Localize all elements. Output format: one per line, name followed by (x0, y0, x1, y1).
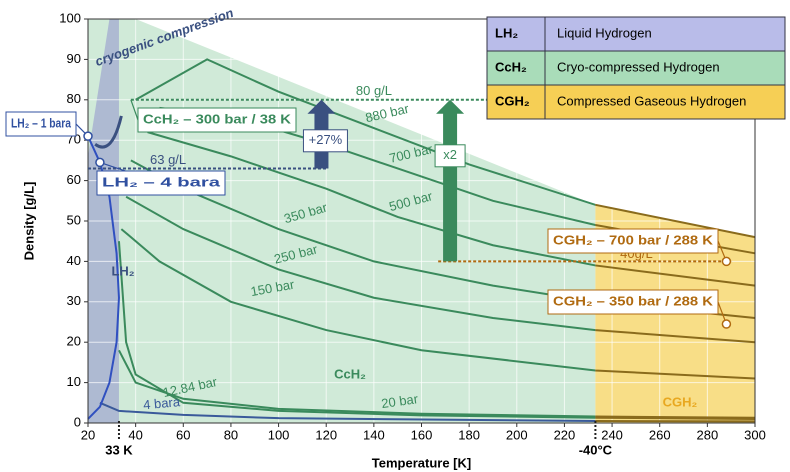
y-axis-label: Density [g/L] (21, 182, 36, 261)
marker-label: 33 K (105, 442, 133, 457)
y-tick-label: 40 (67, 253, 81, 268)
series-label: 4 bara (143, 394, 182, 412)
legend-swatch (486, 84, 786, 120)
x-tick-label: 20 (81, 427, 95, 442)
annotation-label: CGH₂ – 700 bar / 288 K (553, 232, 714, 247)
x-tick-label: 100 (268, 427, 290, 442)
series-line (135, 58, 596, 206)
series-line (117, 241, 596, 419)
region-label: LH₂ (111, 263, 134, 278)
legend-name: LH₂ (495, 25, 518, 40)
legend-description: Cryo-compressed Hydrogen (557, 59, 720, 74)
y-tick-label: 0 (74, 414, 81, 429)
y-tick-label: 100 (59, 10, 81, 25)
annotation-label: CGH₂ – 350 bar / 288 K (553, 293, 714, 308)
legend-name: CGH₂ (495, 93, 530, 108)
x-tick-label: 260 (649, 427, 671, 442)
series-label: 20 bar (380, 391, 419, 411)
marker-label: -40°C (579, 442, 613, 457)
y-tick-label: 90 (67, 51, 81, 66)
x-tick-label: 120 (315, 427, 337, 442)
y-tick-label: 80 (67, 91, 81, 106)
x-tick-label: 240 (601, 427, 623, 442)
y-tick-label: 50 (67, 212, 81, 227)
plot-frame (87, 18, 756, 424)
x-tick-label: 80 (224, 427, 238, 442)
annotation-point (83, 131, 93, 141)
legend-description: Compressed Gaseous Hydrogen (557, 93, 746, 108)
series-line (147, 131, 596, 267)
x-axis-label: Temperature [K] (372, 455, 471, 470)
annotation-point (721, 319, 732, 329)
series-line (595, 419, 756, 423)
annotation-box (547, 228, 719, 254)
annotation-box (5, 111, 77, 137)
series-line (120, 228, 596, 372)
x-tick-label: 160 (411, 427, 433, 442)
annotation-box (96, 170, 226, 196)
x-tick-label: 200 (506, 427, 528, 442)
legend-name: CcH₂ (495, 59, 527, 74)
annotation-label: LH₂ – 4 bara (102, 174, 221, 189)
annotation-box (137, 107, 297, 133)
annotation-box (547, 289, 719, 315)
annotation-label: LH₂ – 1 bara (11, 115, 72, 130)
annotation-label: CcH₂ – 300 bar / 38 K (143, 111, 292, 126)
reference-label: 63 g/L (150, 152, 186, 167)
x-tick-label: 280 (697, 427, 719, 442)
x-tick-label: 60 (176, 427, 190, 442)
region-label: CcH₂ (334, 366, 366, 381)
annotation-point (721, 256, 732, 267)
x-tick-label: 300 (744, 427, 766, 442)
arrow-label: +27% (309, 132, 343, 147)
reference-label: 80 g/L (356, 83, 392, 98)
legend-description: Liquid Hydrogen (557, 25, 652, 40)
y-tick-label: 30 (67, 293, 81, 308)
arrow-box (434, 144, 466, 168)
x-tick-label: 220 (554, 427, 576, 442)
annotation-point (95, 157, 105, 168)
arrow-box (302, 129, 348, 153)
arrow (436, 99, 465, 262)
series-line (118, 349, 596, 418)
x-tick-label: 40 (128, 427, 142, 442)
x-tick-label: 180 (458, 427, 480, 442)
x-tick-label: 140 (363, 427, 385, 442)
note-arrow (94, 115, 123, 149)
series-line (99, 401, 596, 422)
y-tick-label: 20 (67, 334, 81, 349)
series-line (125, 195, 596, 332)
y-tick-label: 10 (67, 374, 81, 389)
region-label: CGH₂ (663, 394, 698, 409)
arrow-label: x2 (443, 147, 457, 162)
y-tick-label: 60 (67, 172, 81, 187)
annotation-connector (130, 99, 139, 121)
